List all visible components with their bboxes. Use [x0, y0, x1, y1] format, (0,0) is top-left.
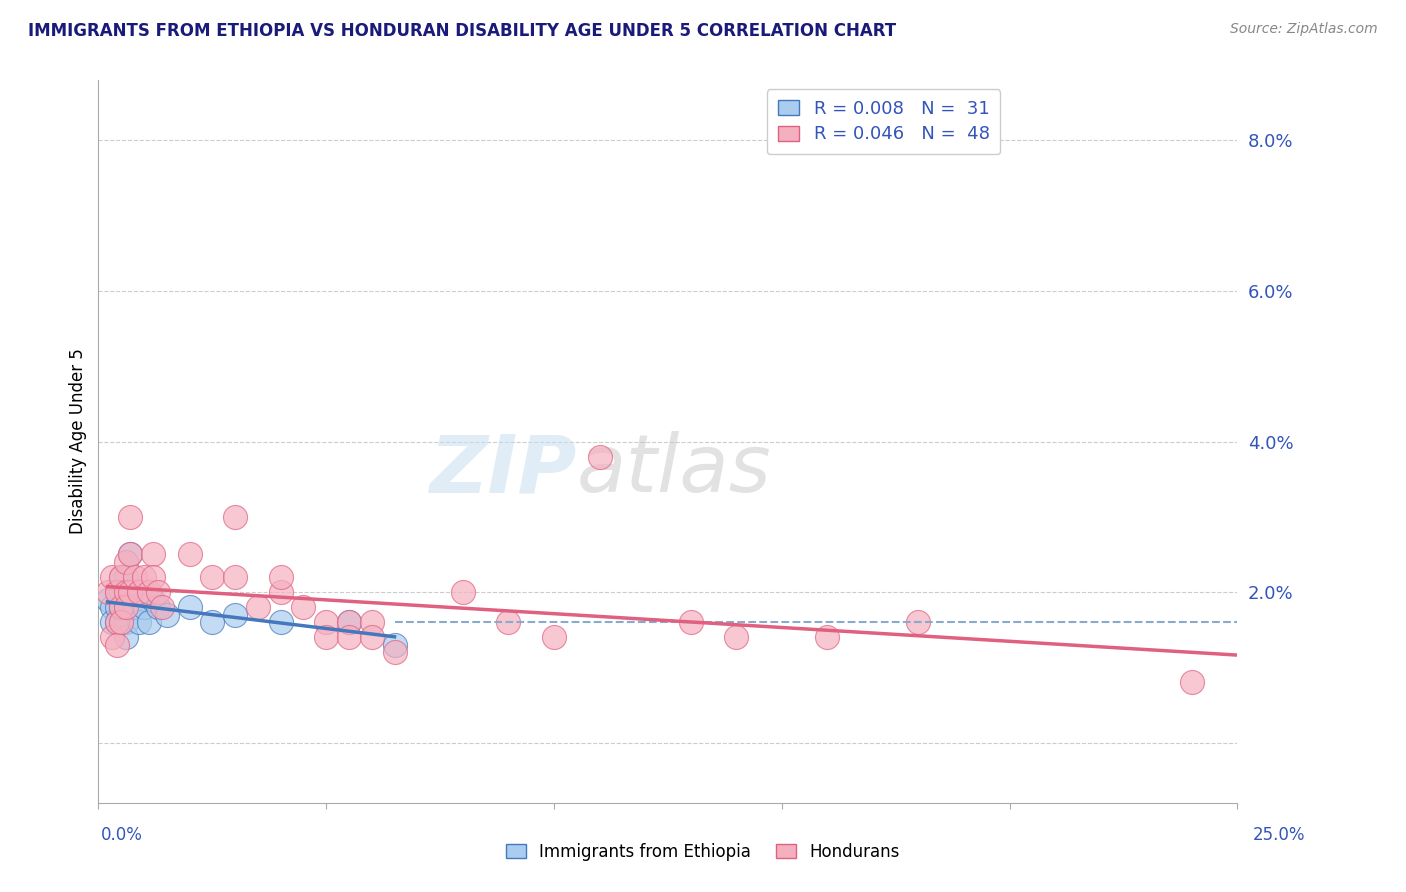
Point — [120, 585, 142, 599]
Point — [679, 615, 702, 630]
Point — [725, 630, 748, 644]
Point — [156, 607, 179, 622]
Point — [110, 600, 132, 615]
Point — [224, 509, 246, 524]
Point — [114, 555, 136, 569]
Point — [101, 570, 124, 584]
Point — [128, 585, 150, 599]
Point — [224, 570, 246, 584]
Point — [150, 600, 173, 615]
Point — [179, 600, 201, 615]
Point — [96, 592, 118, 607]
Point — [384, 638, 406, 652]
Point — [114, 615, 136, 630]
Point — [138, 585, 160, 599]
Text: ZIP: ZIP — [429, 432, 576, 509]
Point — [315, 615, 337, 630]
Point — [114, 570, 136, 584]
Point — [201, 615, 224, 630]
Legend: R = 0.008   N =  31, R = 0.046   N =  48: R = 0.008 N = 31, R = 0.046 N = 48 — [766, 89, 1001, 154]
Point — [105, 615, 128, 630]
Point — [907, 615, 929, 630]
Point — [110, 570, 132, 584]
Point — [96, 585, 118, 599]
Point — [360, 630, 382, 644]
Point — [105, 585, 128, 599]
Text: IMMIGRANTS FROM ETHIOPIA VS HONDURAN DISABILITY AGE UNDER 5 CORRELATION CHART: IMMIGRANTS FROM ETHIOPIA VS HONDURAN DIS… — [28, 22, 896, 40]
Point — [105, 585, 128, 599]
Point — [146, 585, 169, 599]
Point — [815, 630, 838, 644]
Point — [124, 570, 146, 584]
Text: 0.0%: 0.0% — [101, 826, 143, 844]
Point — [120, 585, 142, 599]
Point — [337, 615, 360, 630]
Point — [110, 600, 132, 615]
Point — [105, 638, 128, 652]
Point — [588, 450, 610, 464]
Point — [110, 615, 132, 630]
Text: Source: ZipAtlas.com: Source: ZipAtlas.com — [1230, 22, 1378, 37]
Point — [101, 630, 124, 644]
Point — [110, 585, 132, 599]
Point — [120, 509, 142, 524]
Point — [360, 615, 382, 630]
Point — [105, 615, 128, 630]
Text: 25.0%: 25.0% — [1253, 826, 1305, 844]
Point — [337, 615, 360, 630]
Point — [543, 630, 565, 644]
Point — [114, 600, 136, 615]
Point — [270, 585, 292, 599]
Point — [110, 615, 132, 630]
Point — [142, 548, 165, 562]
Point — [114, 585, 136, 599]
Point — [246, 600, 269, 615]
Point — [114, 630, 136, 644]
Point — [128, 615, 150, 630]
Point — [105, 600, 128, 615]
Point — [1181, 675, 1204, 690]
Point — [270, 615, 292, 630]
Point — [114, 600, 136, 615]
Point — [498, 615, 520, 630]
Point — [101, 600, 124, 615]
Text: atlas: atlas — [576, 432, 772, 509]
Point — [224, 607, 246, 622]
Point — [337, 630, 360, 644]
Point — [179, 548, 201, 562]
Point — [120, 548, 142, 562]
Point — [142, 592, 165, 607]
Point — [132, 600, 155, 615]
Point — [384, 645, 406, 659]
Point — [138, 615, 160, 630]
Point — [142, 570, 165, 584]
Point — [120, 548, 142, 562]
Y-axis label: Disability Age Under 5: Disability Age Under 5 — [69, 349, 87, 534]
Point — [120, 600, 142, 615]
Point — [292, 600, 315, 615]
Point — [101, 615, 124, 630]
Point — [451, 585, 474, 599]
Legend: Immigrants from Ethiopia, Hondurans: Immigrants from Ethiopia, Hondurans — [499, 837, 907, 868]
Point — [270, 570, 292, 584]
Point — [114, 585, 136, 599]
Point — [146, 600, 169, 615]
Point — [315, 630, 337, 644]
Point — [132, 570, 155, 584]
Point — [110, 570, 132, 584]
Point — [124, 600, 146, 615]
Point — [201, 570, 224, 584]
